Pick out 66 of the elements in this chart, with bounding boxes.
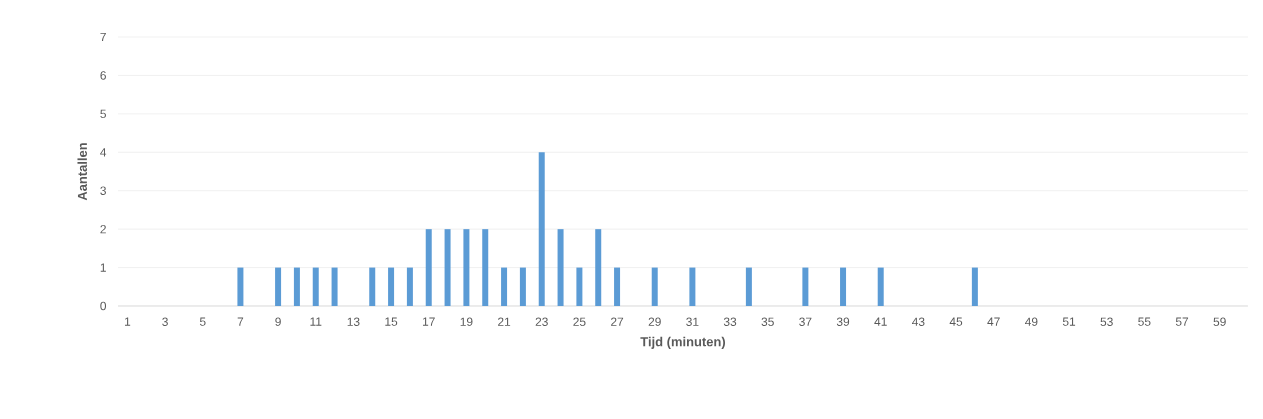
- x-tick-label: 49: [1025, 317, 1038, 326]
- x-tick-label: 13: [347, 317, 360, 326]
- y-tick-label: 1: [100, 263, 106, 272]
- bar: [971, 267, 978, 306]
- x-tick-label: 1: [125, 317, 131, 326]
- bar: [576, 267, 583, 306]
- x-tick-label: 33: [723, 317, 737, 326]
- bar: [840, 267, 847, 306]
- x-axis-title: Tijd (minuten): [640, 336, 726, 349]
- bar: [482, 229, 489, 306]
- x-tick-label: 23: [535, 317, 548, 326]
- bar: [331, 267, 338, 306]
- y-tick-label: 3: [100, 186, 106, 195]
- y-tick-label: 0: [100, 301, 107, 311]
- bar: [293, 267, 300, 306]
- bar: [369, 267, 376, 306]
- bar: [463, 229, 470, 306]
- x-tick-label: 43: [912, 317, 925, 326]
- x-tick-label: 55: [1138, 317, 1151, 326]
- y-tick-label: 4: [100, 148, 107, 157]
- x-tick-label: 31: [686, 317, 699, 326]
- y-tick-label: 7: [100, 32, 106, 42]
- bar: [538, 152, 545, 306]
- x-tick-label: 19: [460, 317, 473, 326]
- x-tick-label: 51: [1062, 317, 1076, 326]
- x-tick-label: 29: [648, 317, 661, 326]
- bar: [745, 267, 752, 306]
- y-tick-label: 2: [100, 224, 106, 234]
- bar: [519, 267, 526, 306]
- bar: [388, 267, 395, 306]
- bar: [595, 229, 602, 306]
- x-tick-label: 9: [275, 317, 281, 326]
- bar: [651, 267, 658, 306]
- bar: [406, 267, 413, 306]
- y-axis-title: Aantallen: [77, 143, 87, 201]
- bar: [444, 229, 451, 306]
- x-tick-label: 59: [1213, 317, 1226, 326]
- x-tick-label: 11: [310, 317, 322, 326]
- bar: [312, 267, 319, 306]
- x-tick-label: 7: [237, 317, 244, 326]
- x-tick-label: 53: [1100, 317, 1113, 326]
- bar: [689, 267, 696, 306]
- bar: [425, 229, 432, 306]
- bar: [501, 267, 508, 306]
- x-tick-label: 25: [573, 317, 586, 326]
- bar: [614, 267, 621, 306]
- x-tick-label: 35: [761, 317, 774, 326]
- x-tick-label: 41: [874, 317, 887, 326]
- bar: [557, 229, 564, 306]
- x-tick-label: 21: [498, 317, 511, 326]
- x-tick-label: 15: [385, 317, 398, 326]
- bar: [877, 267, 884, 306]
- x-tick-label: 3: [162, 317, 168, 326]
- x-tick-label: 27: [611, 317, 624, 326]
- x-tick-label: 5: [199, 317, 206, 326]
- y-tick-label: 6: [100, 71, 106, 80]
- x-tick-label: 57: [1175, 317, 1189, 326]
- bar: [237, 267, 244, 306]
- y-tick-label: 5: [100, 109, 106, 119]
- x-tick-label: 17: [422, 317, 435, 326]
- x-tick-label: 47: [987, 317, 1000, 326]
- x-tick-label: 45: [949, 317, 963, 326]
- bar: [275, 267, 282, 306]
- x-tick-label: 37: [799, 317, 812, 326]
- bar: [802, 267, 809, 306]
- x-tick-label: 39: [836, 317, 850, 326]
